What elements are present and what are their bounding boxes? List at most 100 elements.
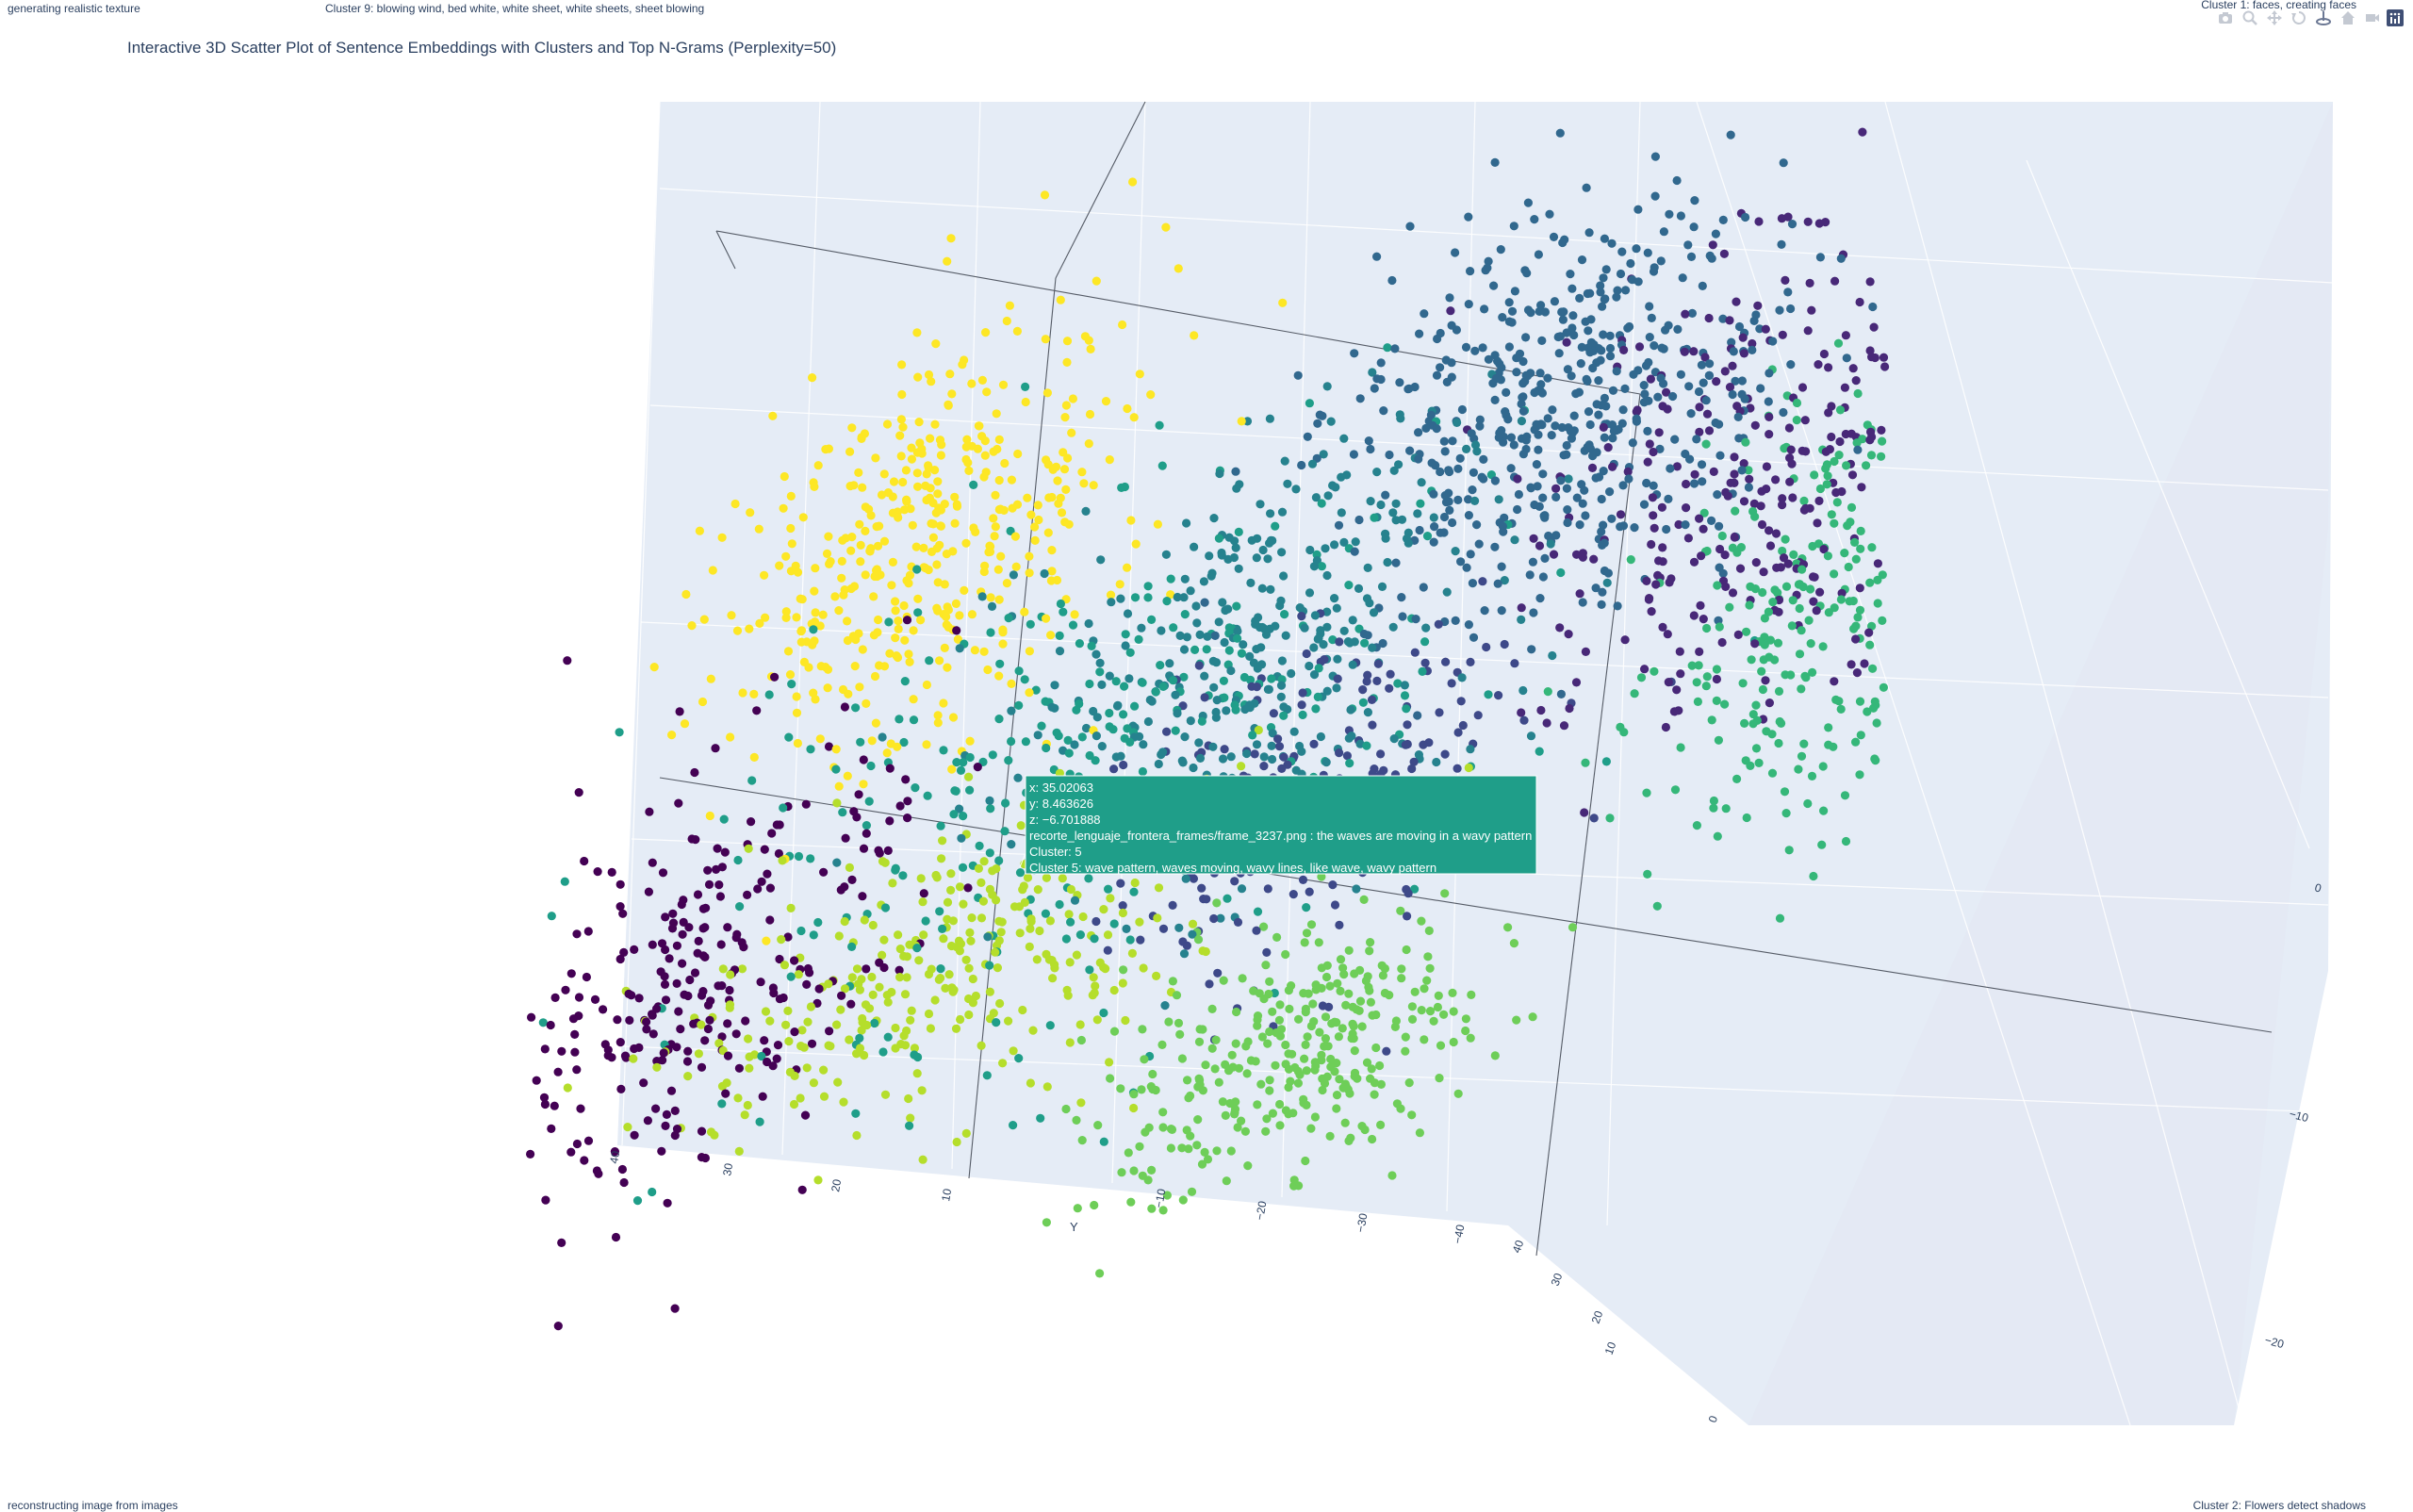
data-point[interactable] [1257,583,1267,593]
data-point[interactable] [1368,1011,1377,1020]
data-point[interactable] [1470,346,1480,355]
data-point[interactable] [991,490,1000,501]
data-point[interactable] [1319,450,1328,459]
data-point[interactable] [642,1025,651,1034]
data-point[interactable] [1075,1020,1085,1029]
data-point[interactable] [883,846,893,856]
data-point[interactable] [1396,1104,1405,1113]
data-point[interactable] [1510,659,1519,668]
data-point[interactable] [1143,716,1153,727]
data-point[interactable] [909,715,919,725]
data-point[interactable] [1434,619,1443,629]
data-point[interactable] [1540,307,1550,317]
data-point[interactable] [845,481,855,491]
data-point[interactable] [1571,389,1581,399]
data-point[interactable] [1125,935,1135,945]
data-point[interactable] [1025,568,1034,578]
data-point[interactable] [930,995,940,1005]
data-point[interactable] [651,1104,661,1113]
data-point[interactable] [854,468,863,477]
data-point[interactable] [811,564,820,573]
data-point[interactable] [1221,1110,1230,1120]
data-point[interactable] [1786,445,1796,454]
data-point[interactable] [1799,505,1809,515]
data-point[interactable] [1085,679,1094,689]
data-point[interactable] [1180,610,1190,619]
data-point[interactable] [1161,222,1171,232]
data-point[interactable] [642,1017,651,1027]
data-point[interactable] [726,970,735,979]
data-point[interactable] [1856,731,1865,740]
data-point[interactable] [1497,606,1506,616]
data-point[interactable] [1523,198,1533,207]
data-point[interactable] [1558,315,1568,324]
data-point[interactable] [1302,1066,1311,1076]
data-point[interactable] [855,985,865,994]
data-point[interactable] [1760,614,1769,623]
data-point[interactable] [1581,647,1590,657]
data-point[interactable] [745,1063,754,1073]
data-point[interactable] [946,869,956,879]
data-point[interactable] [899,1031,909,1041]
data-point[interactable] [1320,1078,1330,1088]
data-point[interactable] [961,538,971,548]
data-point[interactable] [1650,191,1660,201]
data-point[interactable] [1690,469,1699,479]
data-point[interactable] [1714,735,1723,745]
data-point[interactable] [1105,671,1114,681]
data-point[interactable] [1401,1046,1410,1056]
data-point[interactable] [1192,618,1202,628]
data-point[interactable] [1020,675,1029,684]
data-point[interactable] [781,1020,791,1029]
data-point[interactable] [948,713,959,722]
data-point[interactable] [714,981,723,991]
data-point[interactable] [1788,596,1797,605]
data-point[interactable] [668,909,678,918]
data-point[interactable] [580,1156,589,1165]
data-point[interactable] [1696,600,1705,611]
data-point[interactable] [946,885,956,896]
data-point[interactable] [1344,1136,1354,1145]
data-point[interactable] [1215,468,1224,479]
data-point[interactable] [868,920,878,930]
data-point[interactable] [1739,349,1748,358]
data-point[interactable] [648,1011,657,1020]
data-point[interactable] [1284,1064,1294,1074]
data-point[interactable] [1681,309,1690,319]
data-point[interactable] [1607,238,1617,248]
data-point[interactable] [1833,338,1844,348]
data-point[interactable] [1055,647,1065,656]
data-point[interactable] [1538,572,1548,582]
data-point[interactable] [1422,532,1433,541]
data-point[interactable] [962,435,972,444]
data-point[interactable] [1064,519,1074,529]
data-point[interactable] [1322,607,1332,616]
data-point[interactable] [1481,266,1490,275]
data-point[interactable] [955,946,965,956]
data-point[interactable] [1682,479,1691,489]
data-point[interactable] [854,790,863,799]
data-point[interactable] [924,370,934,380]
data-point[interactable] [1858,127,1867,137]
data-point[interactable] [1549,232,1559,241]
data-point[interactable] [979,472,989,482]
data-point[interactable] [1650,523,1659,533]
data-point[interactable] [1842,353,1851,363]
data-point[interactable] [1158,1206,1168,1215]
data-point[interactable] [1779,553,1789,563]
data-point[interactable] [1389,734,1399,744]
data-point[interactable] [629,1054,638,1063]
data-point[interactable] [1795,603,1804,614]
data-point[interactable] [1649,511,1658,520]
data-point[interactable] [1391,516,1401,525]
data-point[interactable] [971,991,980,1001]
data-point[interactable] [942,612,951,621]
data-point[interactable] [660,979,670,989]
data-point[interactable] [1551,492,1561,502]
data-point[interactable] [1445,293,1454,303]
data-point[interactable] [1581,758,1590,767]
data-point[interactable] [1007,736,1016,747]
data-point[interactable] [619,947,629,958]
data-point[interactable] [994,715,1004,724]
data-point[interactable] [1504,342,1514,352]
